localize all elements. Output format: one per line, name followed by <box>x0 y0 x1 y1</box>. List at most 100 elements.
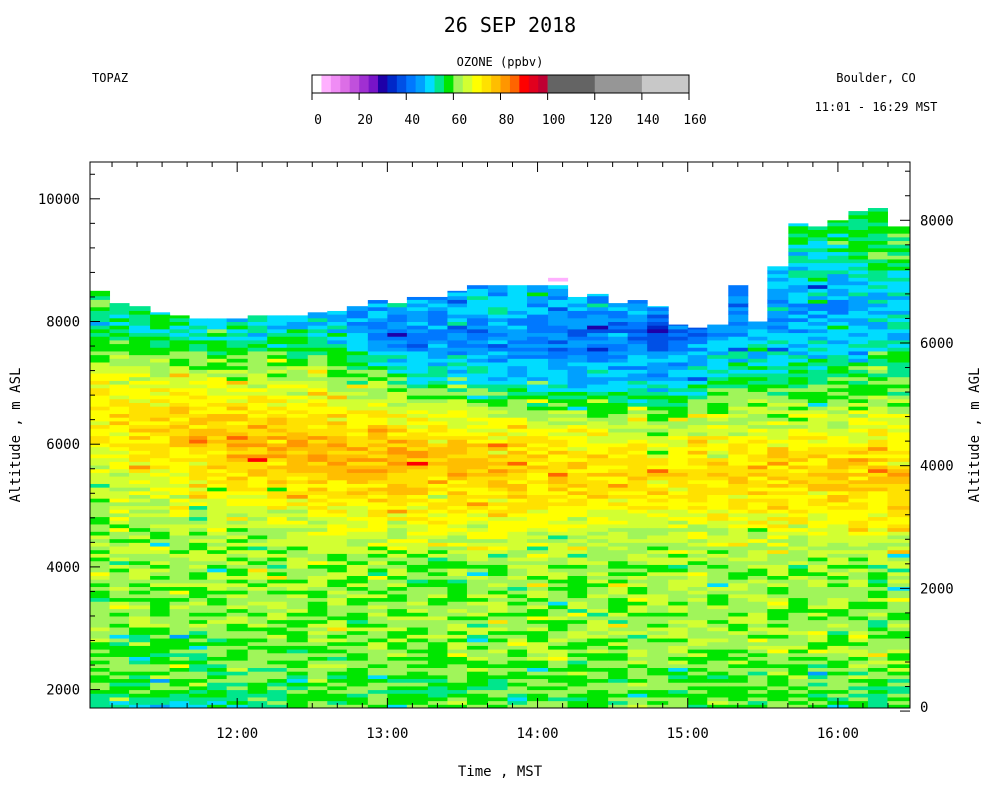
ozone-cell <box>307 645 328 654</box>
ozone-cell <box>447 531 468 536</box>
ozone-cell <box>848 667 869 672</box>
ozone-cell <box>346 520 369 529</box>
ozone-cell <box>307 685 328 691</box>
ozone-cell <box>150 435 171 444</box>
ozone-cell <box>129 674 151 680</box>
ozone-cell <box>346 704 369 709</box>
ozone-cell <box>668 623 689 628</box>
ozone-cell <box>109 615 130 624</box>
ozone-cell <box>747 439 768 444</box>
colorbar-swatch <box>509 75 520 93</box>
ozone-cell <box>427 487 448 492</box>
ozone-cell <box>267 369 288 374</box>
ozone-cell <box>327 450 348 455</box>
ozone-cell <box>90 582 111 588</box>
ozone-cell <box>109 641 130 646</box>
ozone-cell <box>109 505 130 510</box>
ozone-cell <box>867 667 888 672</box>
ozone-cell <box>867 413 888 418</box>
ozone-cell <box>728 634 749 650</box>
ozone-cell <box>807 339 828 345</box>
ozone-cell <box>90 409 111 422</box>
ozone-cell <box>807 258 828 264</box>
ozone-cell <box>286 649 309 654</box>
ozone-cell <box>827 273 849 286</box>
ozone-cell <box>466 431 489 437</box>
ozone-cell <box>427 358 448 363</box>
ozone-cell <box>788 490 809 496</box>
ozone-cell <box>267 571 288 576</box>
ozone-cell <box>367 339 388 352</box>
ozone-cell <box>767 395 789 403</box>
ozone-cell <box>267 479 288 484</box>
ozone-cell <box>887 299 911 311</box>
ozone-cell <box>747 380 768 385</box>
ozone-cell <box>346 468 369 473</box>
ozone-cell <box>687 384 708 389</box>
ozone-cell <box>848 281 869 286</box>
ozone-cell <box>487 413 509 418</box>
ozone-cell <box>307 391 328 396</box>
ozone-cell <box>406 582 429 588</box>
ozone-cell <box>367 557 388 562</box>
ozone-cell <box>527 656 549 661</box>
ozone-cell <box>867 269 888 282</box>
ozone-cell <box>150 424 171 429</box>
ozone-cell <box>487 674 509 680</box>
ozone-cell <box>307 487 328 492</box>
ozone-cell <box>487 435 509 440</box>
ozone-cell <box>226 450 249 455</box>
ozone-cell <box>286 347 309 352</box>
ozone-cell <box>307 564 328 569</box>
ozone-cell <box>307 638 328 643</box>
ozone-cell <box>507 325 528 330</box>
ozone-cell <box>707 593 729 606</box>
ozone-cell <box>707 479 729 488</box>
ozone-cell <box>608 612 629 617</box>
ozone-cell <box>707 534 729 543</box>
ozone-cell <box>867 373 888 378</box>
ozone-cell <box>189 615 208 621</box>
ozone-cell <box>887 509 911 518</box>
ozone-cell <box>207 428 228 437</box>
ozone-cell <box>247 321 268 326</box>
colorbar-swatch <box>481 75 492 93</box>
ozone-cell <box>109 568 130 573</box>
ozone-cell <box>109 678 130 683</box>
ozone-cell <box>807 409 828 415</box>
ozone-cell <box>247 490 268 496</box>
ozone-cell <box>567 391 588 396</box>
ozone-cell <box>807 634 828 643</box>
colorbar-swatch <box>359 75 369 93</box>
ozone-cell <box>548 523 569 532</box>
ozone-cell <box>848 398 869 403</box>
ozone-cell <box>226 454 249 459</box>
ozone-cell <box>687 656 708 665</box>
ozone-cell <box>327 446 348 451</box>
ozone-cell <box>367 402 388 407</box>
ozone-cell <box>747 476 768 481</box>
ozone-cell <box>807 269 828 278</box>
ozone-cell <box>527 534 549 540</box>
ozone-cell <box>887 343 911 348</box>
ozone-cell <box>129 420 151 426</box>
ozone-cell <box>848 693 869 698</box>
ozone-cell <box>627 564 648 569</box>
ozone-cell <box>387 619 408 628</box>
ozone-cell <box>867 678 888 687</box>
ozone-cell <box>747 369 768 374</box>
ozone-cell <box>466 395 489 400</box>
ozone-cell <box>848 424 869 429</box>
ozone-cell <box>207 376 228 389</box>
ozone-cell <box>548 288 569 297</box>
ozone-cell <box>788 660 809 665</box>
ozone-cell <box>807 347 828 352</box>
ozone-cell <box>567 516 588 521</box>
ozone-cell <box>887 398 911 403</box>
ozone-cell <box>307 590 328 599</box>
ozone-cell <box>109 531 130 540</box>
ozone-cell <box>247 638 268 643</box>
ozone-cell <box>286 409 309 415</box>
ozone-cell <box>807 531 828 536</box>
